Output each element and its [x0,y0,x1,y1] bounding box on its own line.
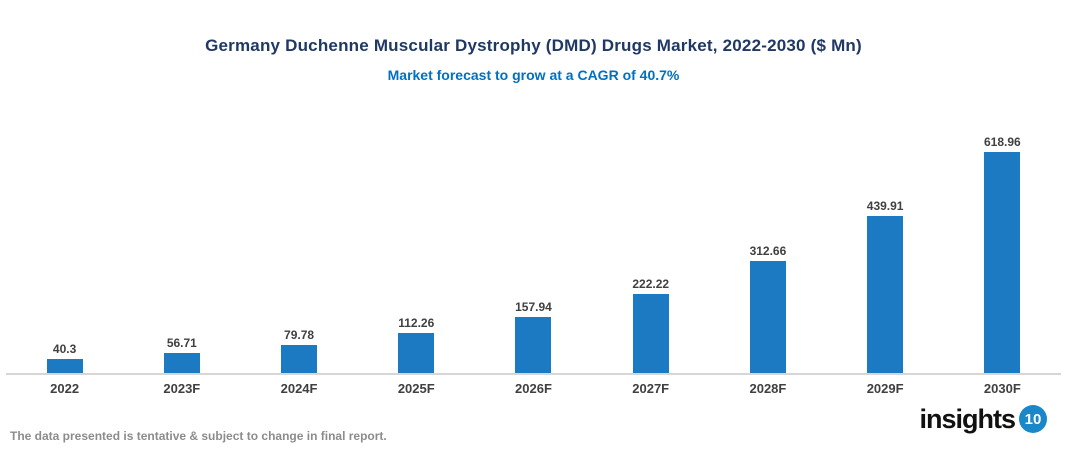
category-label: 2026F [515,381,552,396]
bar [46,358,83,373]
bar-column: 222.22 [592,277,709,373]
category-labels-row: 2022 2023F 2024F 2025F 2026F 2027F 2028F 2029F 2… [6,375,1061,396]
value-label: 56.71 [166,335,197,350]
value-label: 157.94 [515,299,552,314]
chart-title: Germany Duchenne Muscular Dystrophy (DMD… [205,36,862,55]
value-label: 40.3 [52,341,77,356]
value-label: 79.78 [284,327,315,342]
value-label: 312.66 [749,244,787,259]
category-label: 2027F [632,381,670,396]
category-label: 2023F [163,381,201,396]
logo-badge: 10 [1019,405,1047,433]
bar-column: 157.94 [475,300,592,373]
value-label: 222.22 [632,276,670,291]
category-label: 2022 [50,381,80,396]
logo-text: insights [919,403,1016,434]
value-label: 618.96 [984,135,1021,149]
category-label: 2030F [983,381,1021,396]
x-axis-line [6,373,1061,375]
category-label: 2029F [866,381,904,396]
bar-column: 618.96 [944,135,1061,373]
bar-column: 56.71 [123,336,240,373]
bar-column: 40.3 [6,342,123,373]
insights10-logo: insights 10 [919,405,1047,433]
bar [632,293,669,373]
bar [398,332,435,373]
bars-row: 40.3 56.71 79.78 112.26 157.94 222.22 312.66 43… [6,130,1061,373]
bar [867,215,904,373]
bar [281,344,318,373]
value-label: 112.26 [398,315,435,330]
bar [749,261,786,373]
bar [163,352,200,373]
bar [984,152,1021,373]
bar-column: 112.26 [358,316,475,373]
chart-subtitle: Market forecast to grow at a CAGR of 40.… [387,67,680,83]
value-label: 439.91 [866,198,904,213]
bar-chart: 40.3 56.71 79.78 112.26 157.94 222.22 312.66 43… [6,130,1061,396]
disclaimer-text: The data presented is tentative & subjec… [10,429,387,443]
bar [515,316,552,373]
bar-column: 79.78 [240,327,357,373]
category-label: 2025F [397,381,435,396]
bar-column: 439.91 [827,199,944,373]
bar-column: 312.66 [709,244,826,373]
category-label: 2024F [280,381,318,396]
category-label: 2028F [749,381,787,396]
